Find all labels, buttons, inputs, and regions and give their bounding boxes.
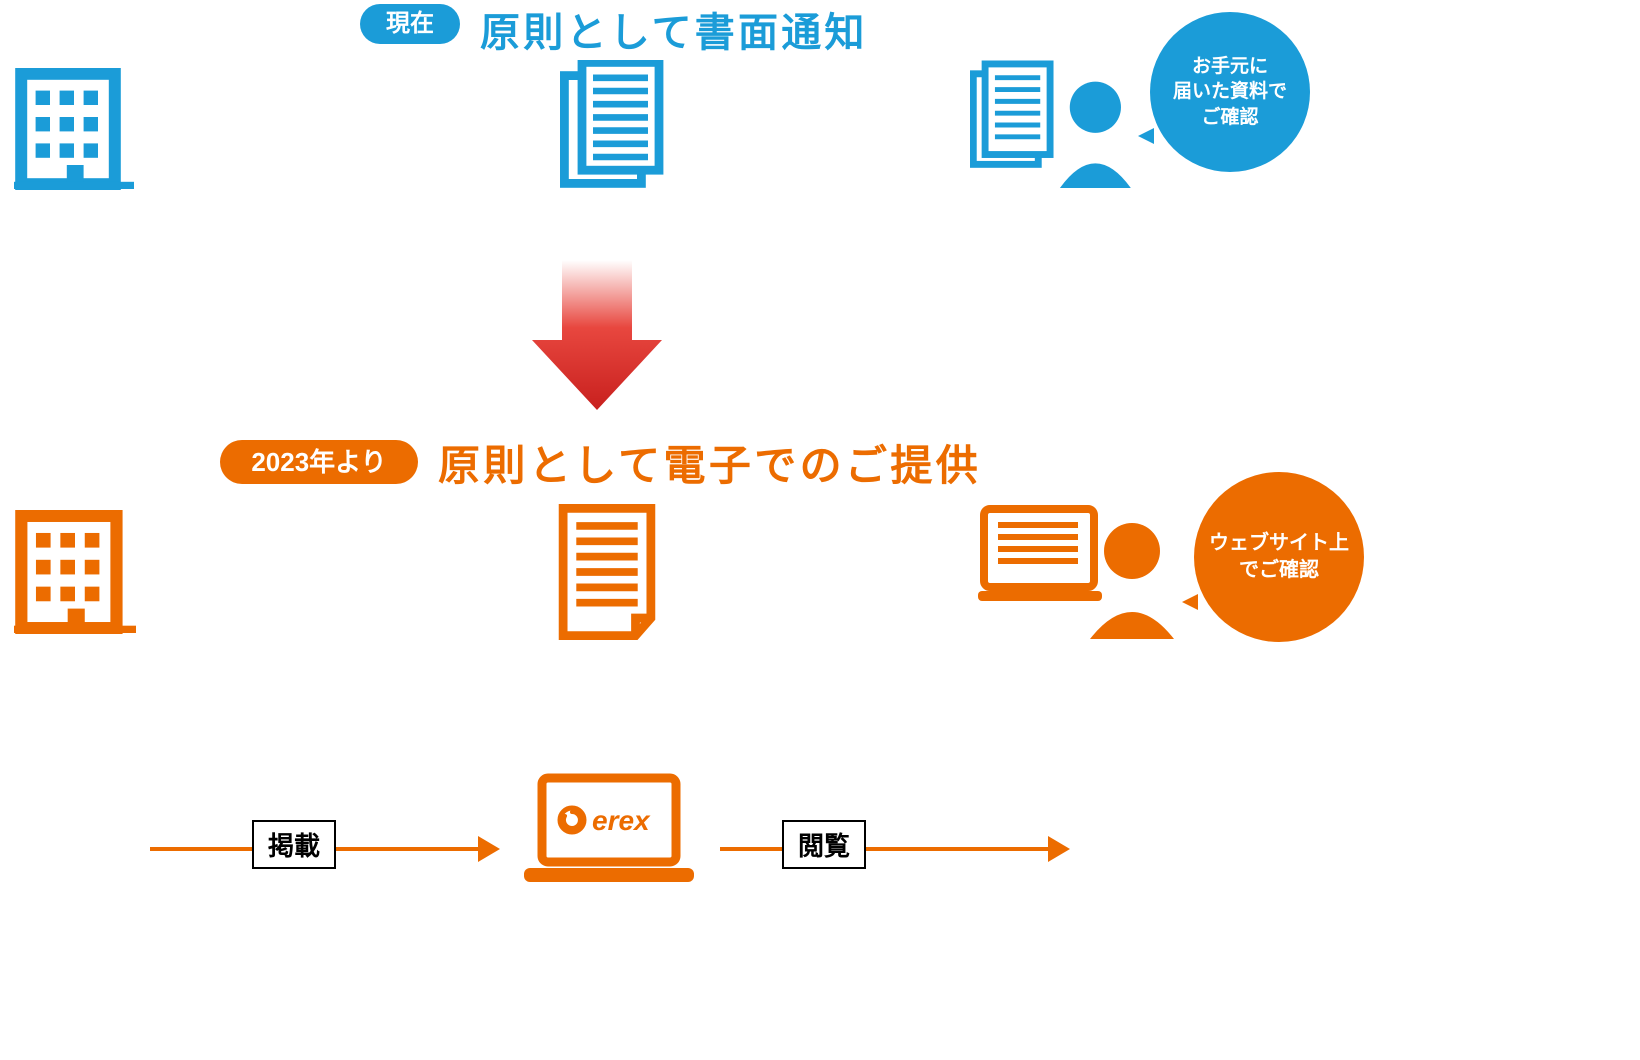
edocument-icon: [552, 504, 662, 640]
badge-current: 現在: [360, 4, 460, 44]
badge-future: 2023年より: [220, 440, 418, 484]
person-laptop-icon: [978, 498, 1178, 640]
person-reading-icon: [970, 60, 1140, 188]
website-laptop-icon: erex: [524, 772, 694, 892]
title-current: 原則として書面通知: [480, 0, 868, 58]
document-stack-icon: [560, 60, 670, 188]
building-icon: [14, 510, 136, 634]
label-browse: 閲覧: [782, 820, 866, 869]
label-publish: 掲載: [252, 820, 336, 869]
transition-arrow-icon: [532, 260, 662, 410]
svg-text:erex: erex: [592, 805, 651, 836]
building-icon: [14, 68, 134, 190]
bubble-current: お手元に届いた資料でご確認: [1150, 12, 1310, 172]
arrow-browse-icon: [720, 834, 1070, 869]
bubble-future: ウェブサイト上でご確認: [1194, 472, 1364, 642]
title-future: 原則として電子でのご提供: [438, 432, 1011, 493]
